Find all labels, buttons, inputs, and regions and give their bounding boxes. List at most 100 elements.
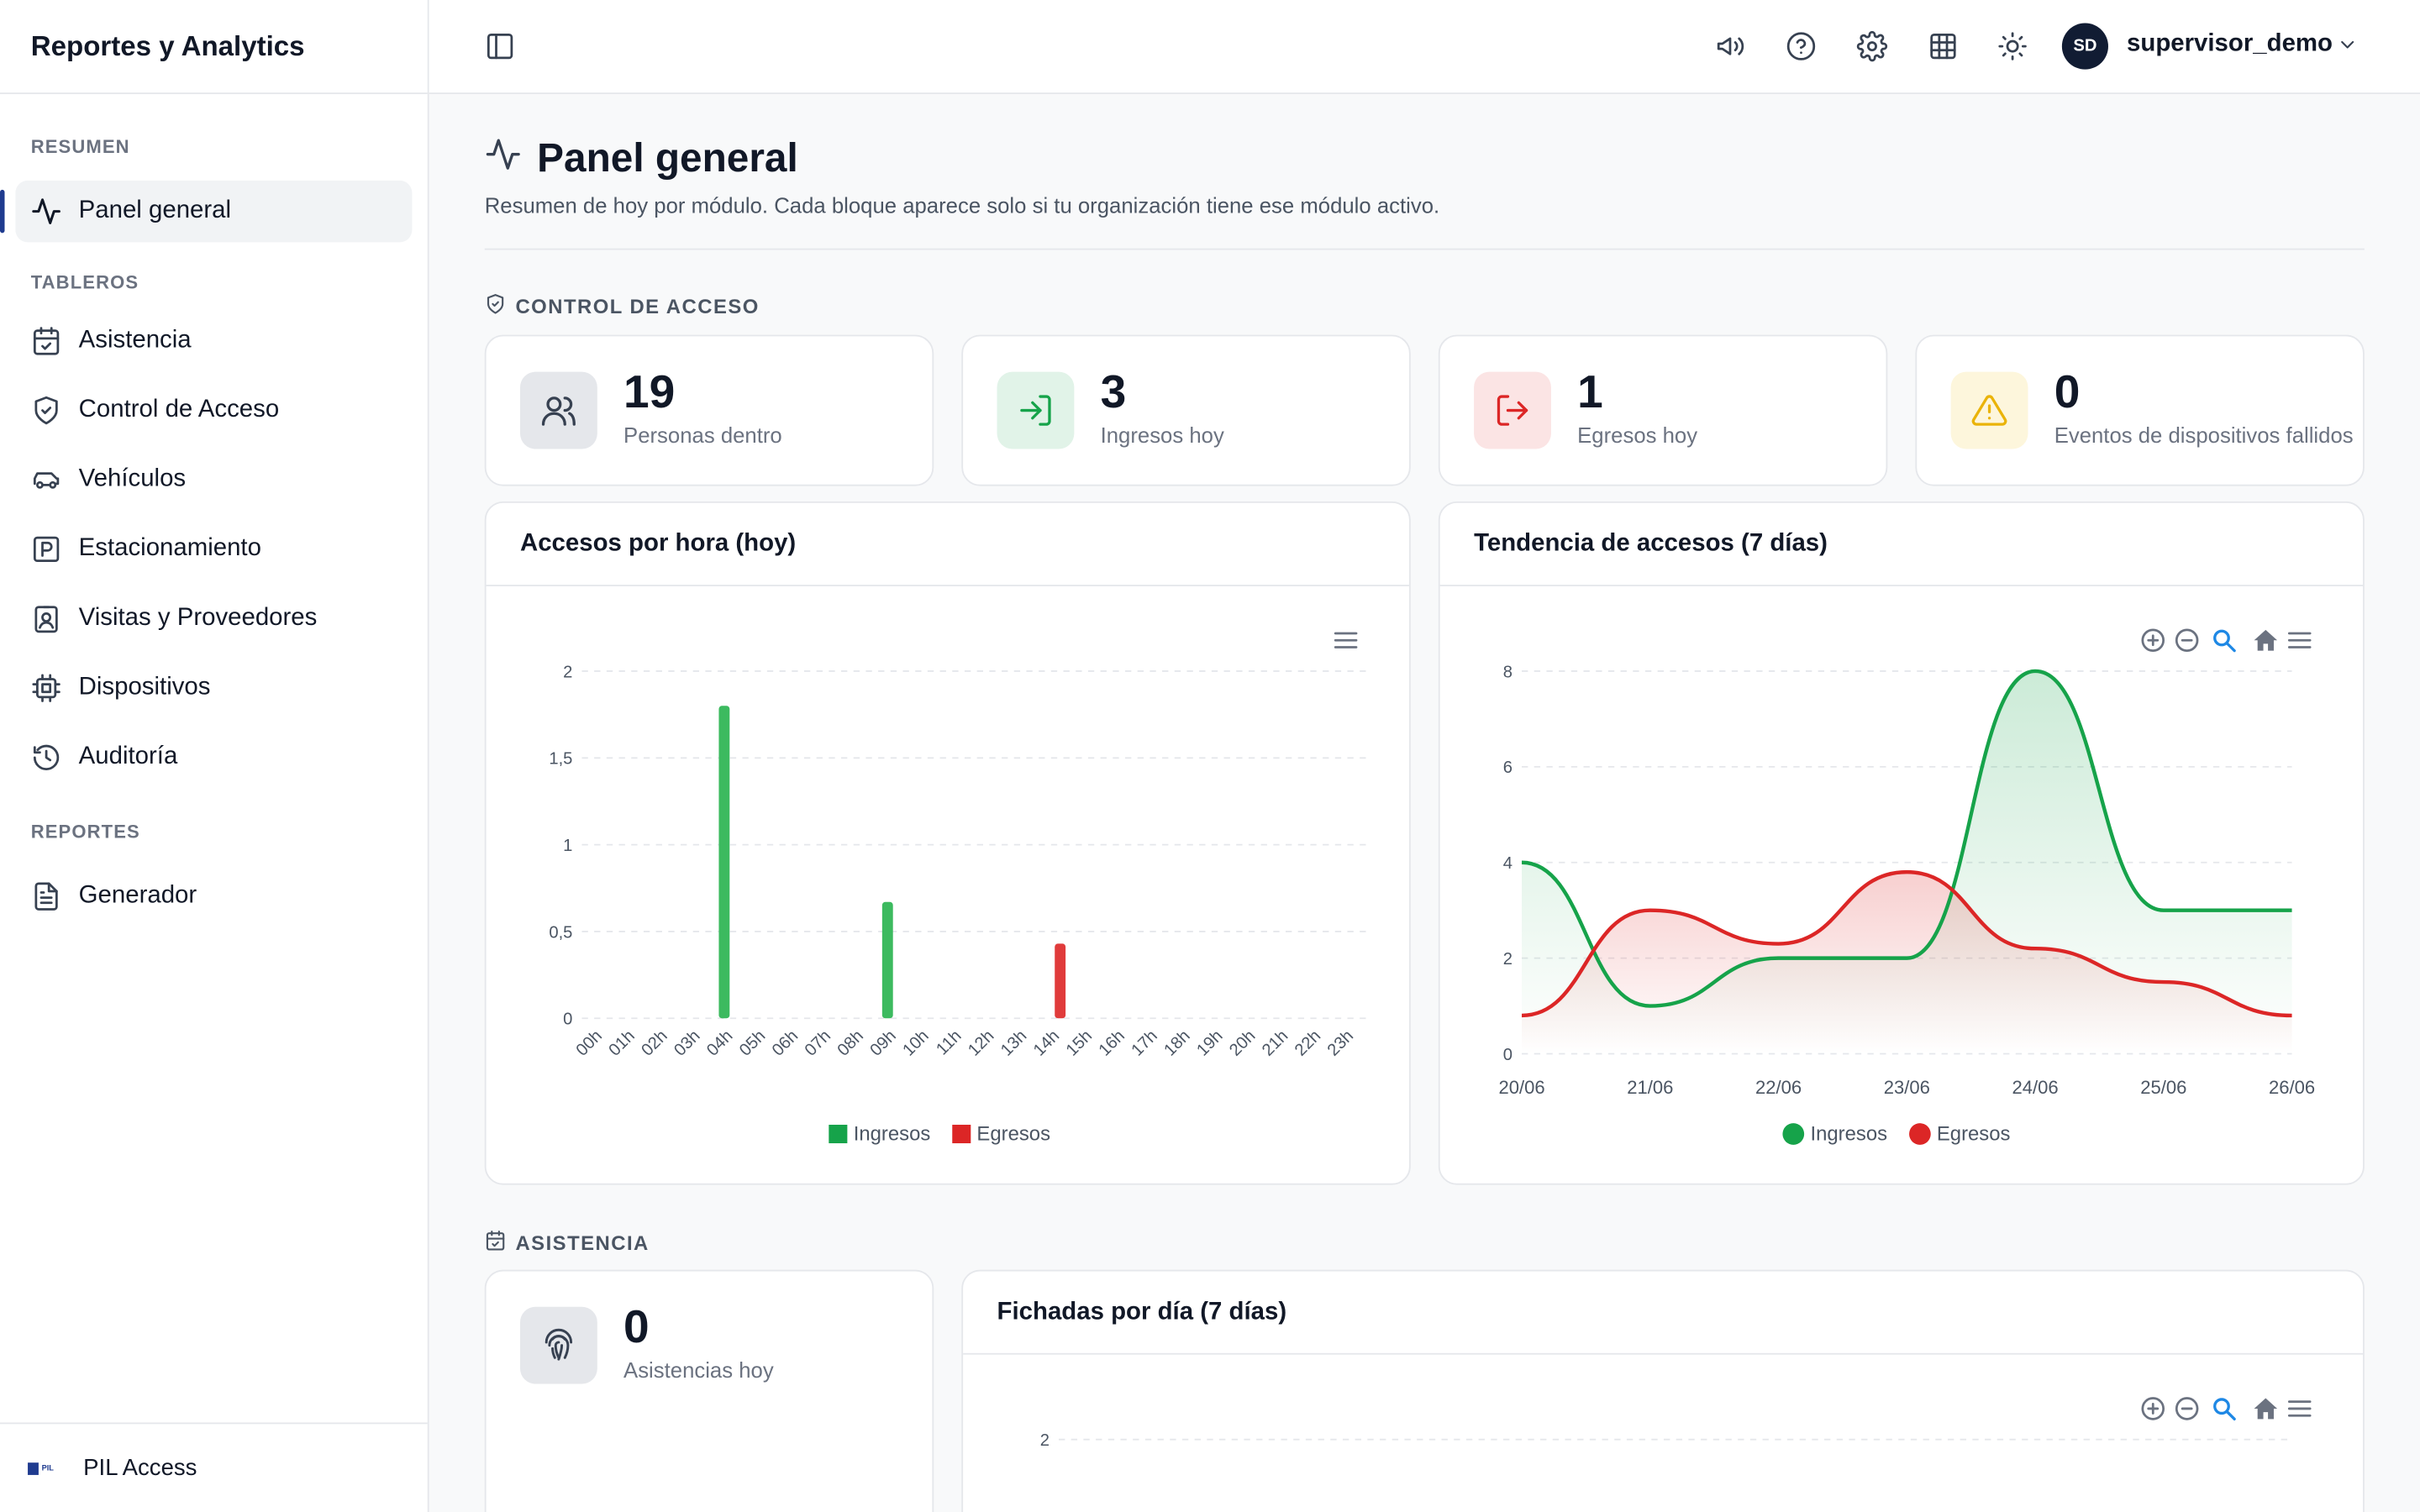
line-chart: 2	[1040, 1431, 2291, 1450]
y-tick-label: 1,5	[549, 750, 572, 769]
stat-card-asistencias-hoy: 0 Asistencias hoy	[484, 1269, 934, 1512]
stat-value: 19	[623, 367, 676, 418]
x-tick-label: 22h	[1292, 1026, 1324, 1059]
sidebar-item-label: Visitas y Proveedores	[78, 605, 318, 632]
sun-icon[interactable]	[1997, 31, 2028, 62]
stat-value: 0	[623, 1302, 650, 1353]
sidebar-item-panel-general[interactable]: Panel general	[0, 180, 413, 243]
zoom-in-icon[interactable]	[2139, 1394, 2167, 1422]
x-tick-label: 17h	[1128, 1026, 1160, 1059]
sidebar-item-label: Vehículos	[78, 465, 187, 492]
zoom-out-icon[interactable]	[2173, 1394, 2201, 1422]
avatar[interactable]: SD	[2061, 23, 2108, 70]
footer-label: PIL Access	[83, 1455, 197, 1482]
zoom-out-icon[interactable]	[2173, 627, 2201, 654]
section-reportes: REPORTES	[30, 821, 140, 843]
topbar: SD supervisor_demo	[429, 0, 2420, 95]
sidebar-item-vehiculos[interactable]: Vehículos	[15, 449, 412, 510]
stat-card-personas-dentro: 19 Personas dentro	[484, 334, 934, 486]
x-tick-label: 11h	[933, 1026, 965, 1058]
line-egresos	[1522, 869, 2292, 1018]
main-content: Panel general Resumen de hoy por módulo.…	[429, 94, 2420, 1512]
username[interactable]: supervisor_demo	[2127, 30, 2333, 57]
legend-item-egresos[interactable]: Egresos	[1908, 1121, 2010, 1145]
chart-legend: Ingresos Egresos	[1782, 1121, 2010, 1145]
sidebar-item-auditoria[interactable]: Auditoría	[15, 727, 412, 788]
bar-egresos	[1055, 943, 1066, 1019]
zoom-in-icon[interactable]	[2139, 627, 2167, 654]
sidebar-item-generador[interactable]: Generador	[15, 865, 412, 927]
sidebar-footer[interactable]: PIL PIL Access	[0, 1422, 428, 1512]
y-tick-label: 1	[563, 837, 572, 855]
x-tick-label: 16h	[1096, 1026, 1128, 1059]
chevron-down-icon[interactable]	[2337, 34, 2359, 55]
magnifier-icon[interactable]	[2210, 1394, 2238, 1422]
x-tick-label: 06h	[769, 1026, 802, 1059]
stat-label: Personas dentro	[623, 423, 782, 448]
grid-icon[interactable]	[1928, 31, 1959, 62]
sidebar-item-visitas[interactable]: Visitas y Proveedores	[15, 588, 412, 649]
home-icon[interactable]	[2252, 1394, 2280, 1422]
x-tick-label: 20h	[1226, 1026, 1259, 1059]
login-icon	[997, 371, 1075, 449]
sidebar-item-control-acceso[interactable]: Control de Acceso	[15, 380, 412, 441]
calendar-check-icon	[485, 1230, 516, 1256]
menu-icon[interactable]	[2286, 1394, 2313, 1422]
chart-card-fichadas: Fichadas por día (7 días) 2	[961, 1269, 2365, 1512]
x-tick-label: 21h	[1259, 1026, 1292, 1059]
logout-icon	[1474, 371, 1551, 449]
x-tick-label: 01h	[605, 1026, 638, 1059]
megaphone-icon[interactable]	[1715, 31, 1746, 62]
gear-icon[interactable]	[1856, 30, 1888, 62]
sidebar-item-asistencia[interactable]: Asistencia	[15, 310, 412, 371]
menu-icon[interactable]	[2286, 627, 2313, 654]
stat-label: Egresos hoy	[1577, 423, 1698, 448]
area-ingresos	[1522, 670, 2292, 1054]
section-label-text: CONTROL DE ACCESO	[515, 294, 760, 318]
x-tick-label: 24/06	[2012, 1077, 2058, 1097]
stat-card-ingresos-hoy: 3 Ingresos hoy	[961, 334, 1411, 486]
x-tick-label: 03h	[671, 1026, 703, 1059]
section-label-text: ASISTENCIA	[515, 1231, 650, 1255]
legend-item-egresos[interactable]: Egresos	[952, 1121, 1050, 1145]
divider	[484, 248, 2365, 250]
sidebar-toggle-icon[interactable]	[485, 31, 516, 62]
file-text-icon	[31, 881, 62, 912]
y-tick-label: 2	[1503, 950, 1512, 969]
sidebar-item-label: Control de Acceso	[78, 396, 280, 423]
chart-title: Fichadas por día (7 días)	[963, 1271, 2364, 1355]
sidebar-item-label: Generador	[78, 882, 197, 909]
home-icon[interactable]	[2252, 627, 2280, 654]
magnifier-icon[interactable]	[2210, 627, 2238, 654]
calendar-check-icon	[31, 326, 62, 357]
menu-icon[interactable]	[1332, 627, 1360, 654]
sidebar: Reportes y Analytics RESUMEN Panel gener…	[0, 0, 429, 1512]
page-subtitle: Resumen de hoy por módulo. Cada bloque a…	[484, 192, 1440, 218]
users-icon	[519, 371, 597, 449]
help-icon[interactable]	[1786, 31, 1817, 62]
y-tick-label: 8	[1503, 663, 1512, 681]
x-tick-label: 12h	[965, 1026, 997, 1059]
parking-icon	[31, 534, 62, 565]
x-tick-label: 14h	[1030, 1026, 1063, 1059]
sidebar-item-dispositivos[interactable]: Dispositivos	[15, 657, 412, 718]
x-tick-label: 23/06	[1884, 1077, 1930, 1097]
sidebar-item-estacionamiento[interactable]: Estacionamiento	[15, 518, 412, 580]
x-tick-label: 09h	[866, 1026, 899, 1059]
sidebar-item-label: Auditoría	[78, 743, 178, 770]
y-tick-label: 2	[1040, 1431, 1050, 1450]
section-asistencia: ASISTENCIA	[485, 1230, 650, 1256]
page-header: Panel general	[485, 134, 798, 182]
y-tick-label: 0	[1503, 1046, 1512, 1064]
sidebar-item-label: Asistencia	[78, 327, 192, 354]
legend-item-ingresos[interactable]: Ingresos	[1782, 1121, 1887, 1145]
line-ingresos	[1521, 669, 2292, 1008]
legend-item-ingresos[interactable]: Ingresos	[829, 1121, 930, 1145]
section-tableros: TABLEROS	[30, 271, 139, 293]
x-tick-label: 19h	[1193, 1026, 1226, 1059]
chart-legend: Ingresos Egresos	[829, 1121, 1050, 1145]
x-tick-label: 21/06	[1627, 1077, 1673, 1097]
sidebar-item-label: Dispositivos	[78, 674, 211, 701]
section-resumen: RESUMEN	[30, 135, 130, 158]
